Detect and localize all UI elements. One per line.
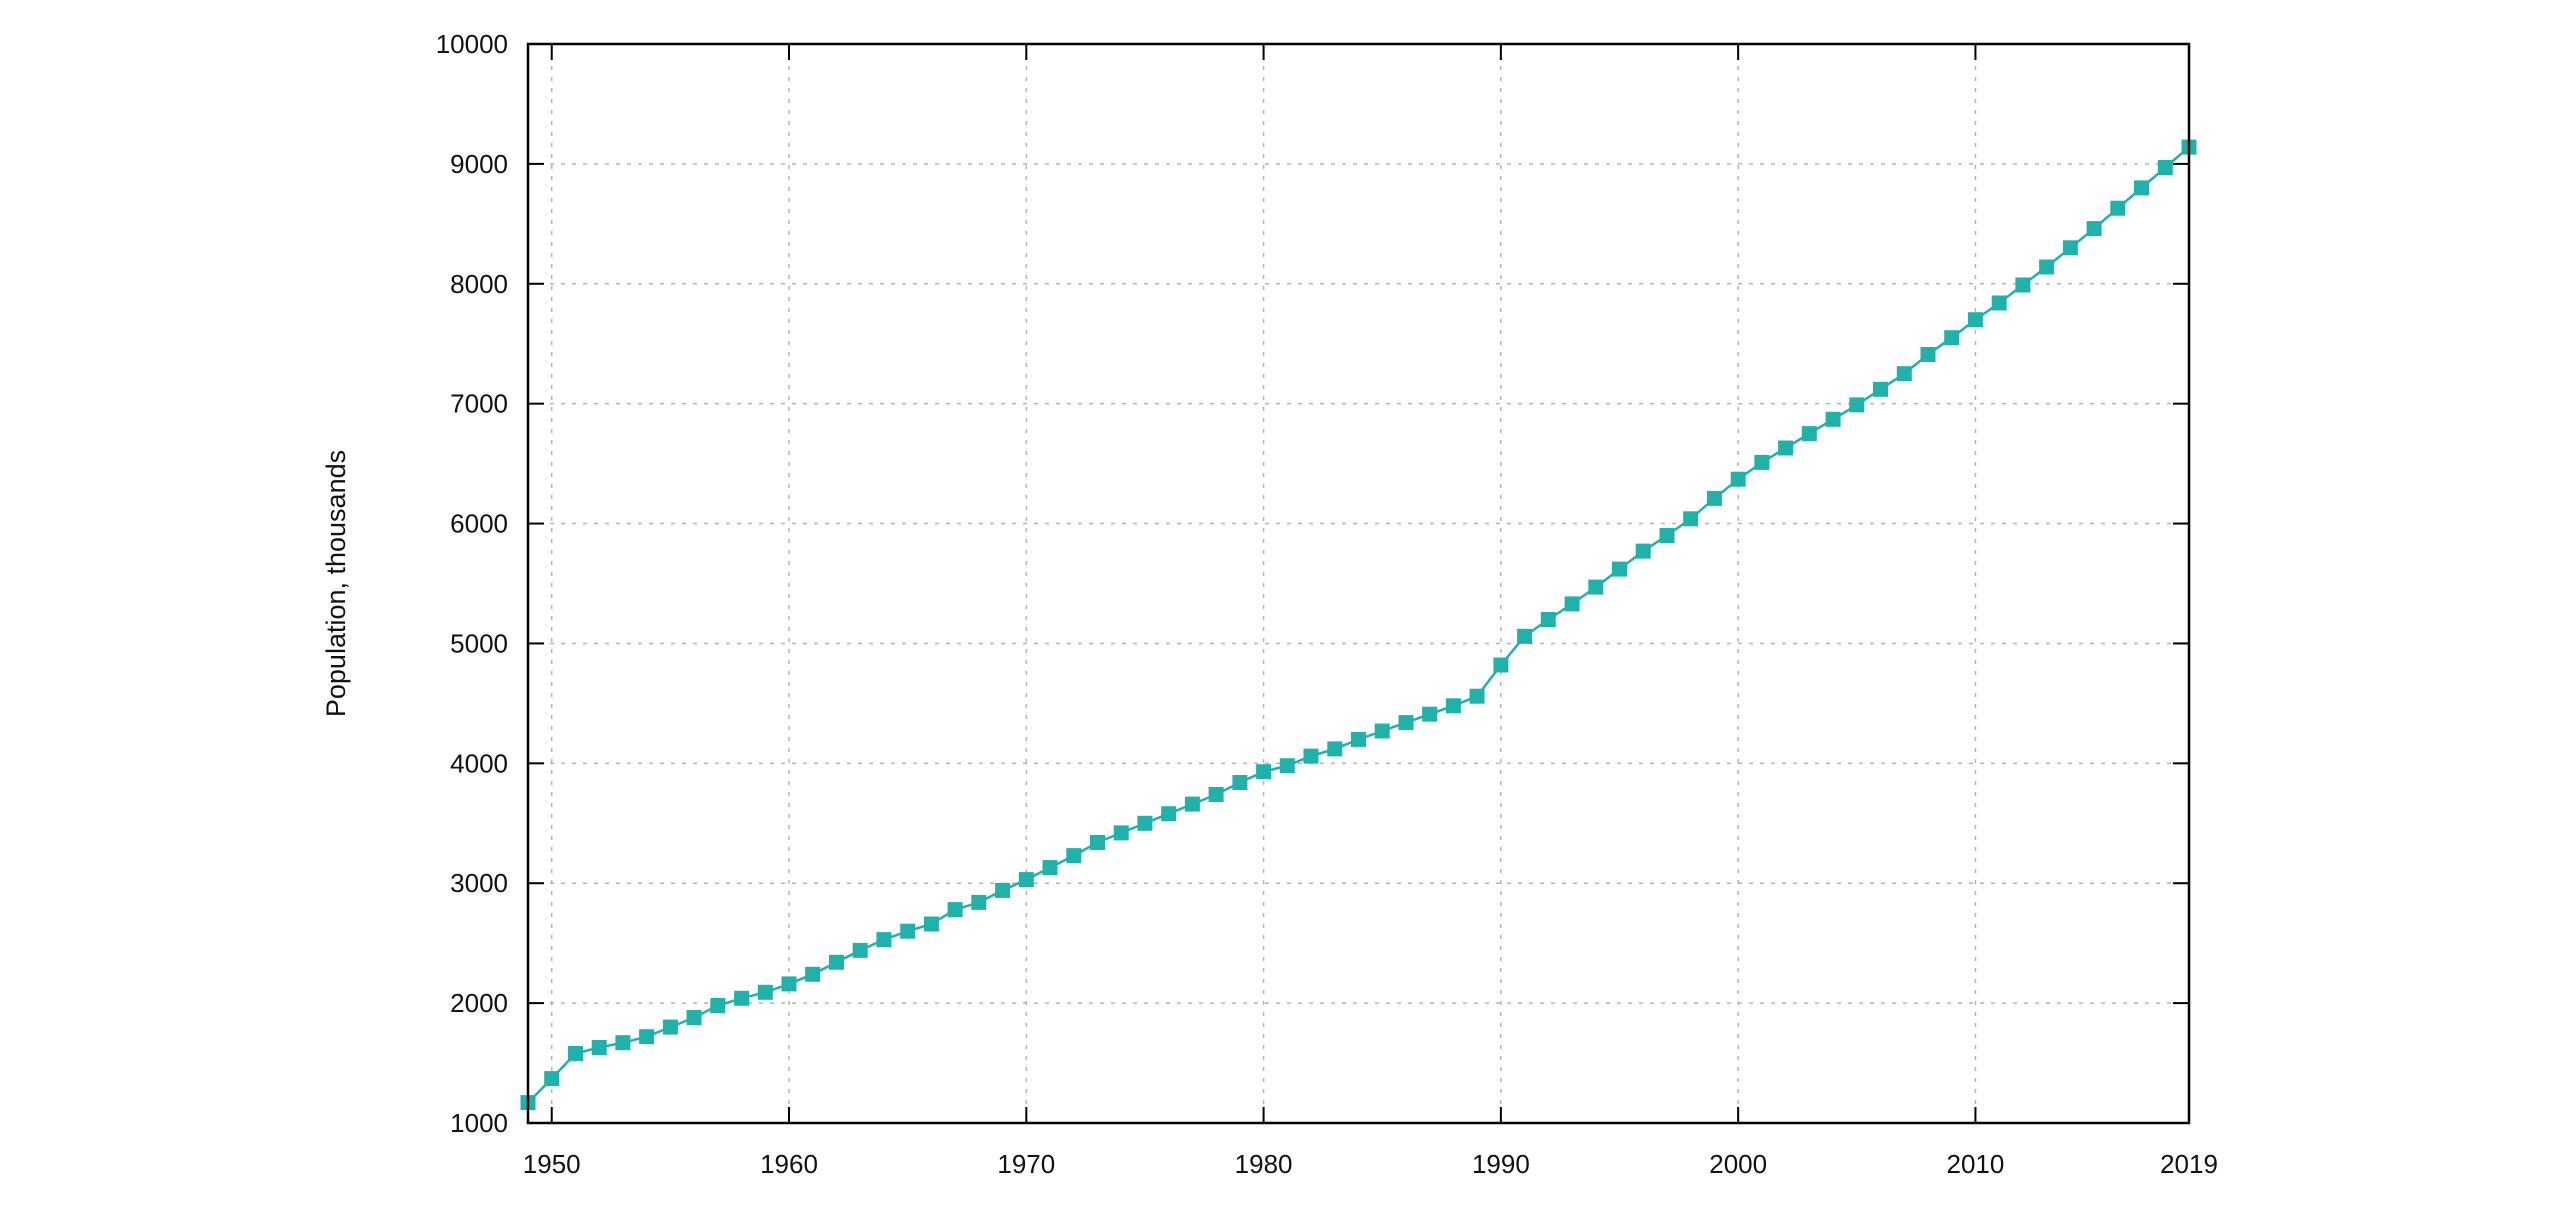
data-point [1635,543,1651,559]
x-tick-label: 1990 [1472,1149,1530,1179]
data-point [1303,748,1319,764]
data-point [1967,312,1983,328]
data-point [544,1071,560,1087]
data-point [662,1019,678,1035]
y-tick-label: 9000 [450,149,508,179]
data-point [1778,440,1794,456]
data-point [1208,787,1224,802]
y-tick-label: 10000 [436,29,508,59]
data-point [1944,330,1960,346]
data-point [1090,835,1105,850]
data-point [1398,715,1414,731]
data-point [1991,295,2007,311]
data-point [1113,825,1129,841]
plot-frame [526,42,2191,1125]
data-point [568,1046,583,1061]
data-point [2086,221,2102,237]
data-point [1588,579,1604,595]
data-point [1493,657,1509,673]
data-point [995,882,1011,898]
y-tick-label: 8000 [450,269,508,299]
tick-labels: 1000 2000 3000 4000 5000 6000 7000 8000 9000 1000… [436,29,2218,1179]
x-tick-label: 2010 [1947,1149,2005,1179]
data-point [1730,471,1746,487]
data-point [1351,731,1366,747]
data-point [1564,596,1580,612]
data-point [1920,347,1936,362]
data-point [1469,688,1485,704]
data-point [1517,628,1533,644]
data-point [876,932,892,948]
data-point [2134,180,2149,196]
data-point [615,1035,631,1051]
y-tick-label: 4000 [450,748,508,778]
y-tick-label: 1000 [450,1108,508,1138]
data-point [947,902,963,918]
data-point [1161,806,1177,822]
y-tick-label: 3000 [450,868,508,898]
data-point [1327,741,1343,757]
x-tick-label: 1950 [523,1149,581,1179]
data-point [1612,561,1627,577]
data-point [852,942,868,958]
data-point [1825,411,1841,427]
series-layer [520,139,2197,1111]
data-point [1184,796,1200,812]
data-point [1042,860,1058,876]
axis-ticks [528,43,2190,1124]
data-point [923,916,939,932]
data-point [710,998,726,1013]
data-point [1659,528,1675,543]
data-point [1256,764,1272,780]
x-tick-label: 2019 [2160,1149,2218,1179]
grid-lines [528,44,2189,1123]
data-point [1422,706,1438,722]
series-line [527,146,2190,1104]
data-point [781,976,797,992]
data-point [2157,160,2173,175]
data-point [1374,723,1390,739]
data-point [1066,848,1082,864]
data-point [1279,758,1295,774]
data-point [1706,490,1722,506]
data-point [686,1010,702,1025]
data-point [1540,612,1556,627]
data-point [2015,277,2031,293]
data-point [591,1040,607,1055]
data-point [757,984,773,1000]
data-point [1801,426,1817,442]
data-point [1683,511,1699,527]
data-point [829,954,844,970]
y-axis-title: Population, thousands [321,450,351,717]
data-point [1137,815,1153,831]
y-tick-label: 2000 [450,988,508,1018]
data-point [900,923,916,939]
data-point [2062,240,2078,256]
data-point [1445,698,1461,714]
x-tick-label: 1960 [760,1149,818,1179]
data-point [734,990,750,1006]
data-point [1849,397,1865,413]
data-point [2039,259,2055,275]
data-point [2110,200,2126,216]
x-tick-label: 1980 [1235,1149,1293,1179]
data-point [639,1029,655,1045]
data-point [1873,381,1888,397]
x-tick-label: 1970 [997,1149,1055,1179]
data-point [1896,366,1912,382]
y-tick-label: 7000 [450,389,508,419]
y-tick-label: 6000 [450,509,508,539]
data-point [805,966,821,982]
data-point [1018,872,1034,888]
data-point [1232,775,1248,790]
data-point [1754,454,1770,470]
x-tick-label: 2000 [1709,1149,1767,1179]
data-point [971,894,987,910]
y-tick-label: 5000 [450,628,508,658]
